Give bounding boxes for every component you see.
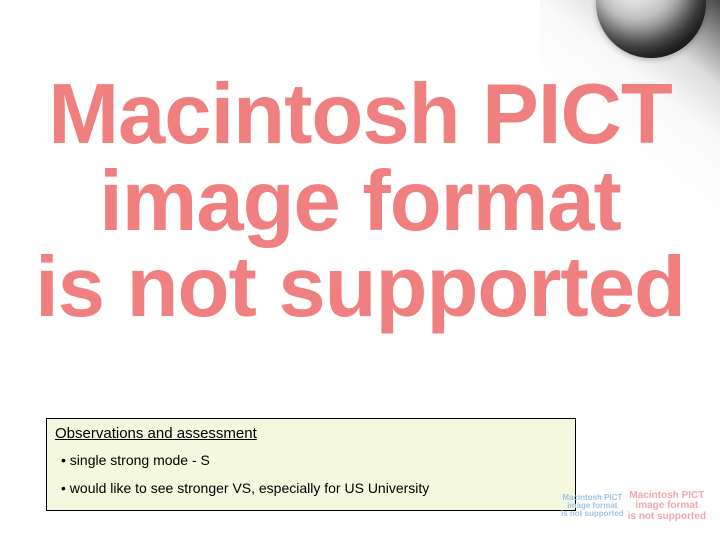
- thumbnail-b: Macintosh PICT image format is not suppo…: [628, 491, 706, 523]
- list-item: would like to see stronger VS, especiall…: [61, 474, 565, 502]
- main-error-message: Macintosh PICT image format is not suppo…: [0, 72, 720, 332]
- observations-box: Observations and assessment single stron…: [46, 418, 576, 511]
- list-item: single strong mode - S: [61, 446, 565, 474]
- error-line-3: is not supported: [0, 245, 720, 332]
- decorative-sphere: [596, 0, 706, 58]
- error-line-1: Macintosh PICT: [0, 72, 720, 159]
- observations-heading: Observations and assessment: [47, 419, 575, 446]
- thumbnail-a: Macintosh PICT image format is not suppo…: [561, 494, 624, 519]
- error-line-2: image format: [0, 159, 720, 246]
- thumb-b-l3: is not supported: [628, 512, 706, 523]
- thumbnail-strip: Macintosh PICT image format is not suppo…: [561, 491, 706, 523]
- observations-bullets: single strong mode - S would like to see…: [47, 446, 575, 510]
- thumb-b-l2: image format: [628, 501, 706, 512]
- thumb-a-l3: is not supported: [561, 510, 624, 518]
